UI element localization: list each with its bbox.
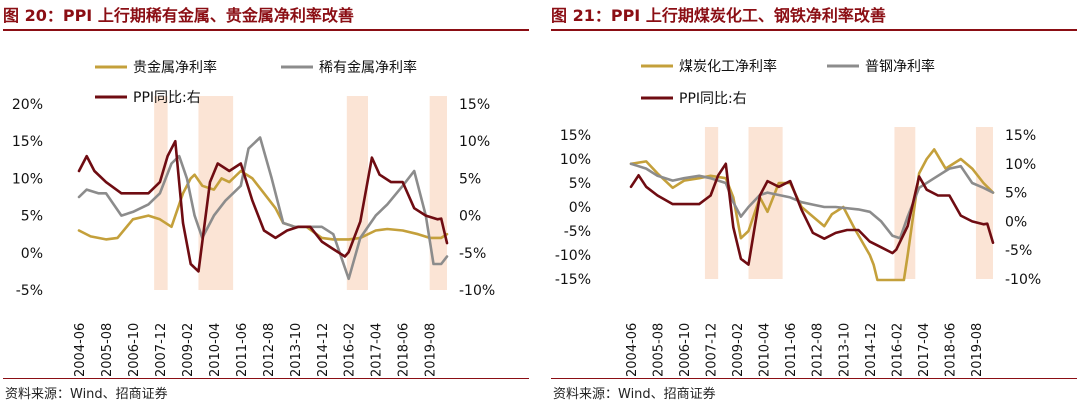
source-note: 资料来源：Wind、招商证券 — [5, 387, 168, 402]
x-axis-tick-label: 2005-08 — [100, 323, 115, 376]
chart-left-svg: 20% 15% 10% 5% 0% -5% 15% 10% 5% 0% -5% -10% 2004-06… — [12, 59, 495, 376]
x-axis-tick-label: 2010-04 — [208, 323, 223, 376]
x-axis-tick-label: 2009-02 — [181, 323, 196, 376]
series-line — [77, 169, 449, 241]
x-axis-tick-label: 2013-10 — [837, 323, 852, 376]
x-axis-tick-label: 2011-06 — [784, 323, 799, 376]
left-axis-tick-label: 10% — [560, 152, 591, 168]
series-line — [77, 139, 449, 273]
left-axis-tick-label: 15% — [560, 128, 591, 144]
series-line — [629, 148, 995, 282]
x-axis-tick-label: 2019-08 — [424, 323, 439, 376]
shaded-period — [748, 127, 783, 279]
right-axis-tick-label: -10% — [1005, 272, 1041, 288]
x-axis-tick-label: 2016-02 — [343, 323, 358, 376]
legend-label: PPI同比:右 — [679, 91, 747, 107]
source-rule — [551, 378, 1077, 379]
chart-title: 图 21：PPI 上行期煤炭化工、钢铁净利率改善 — [551, 6, 886, 25]
x-axis-tick-label: 2012-08 — [811, 323, 826, 376]
right-axis-tick-label: -5% — [1005, 243, 1032, 259]
legend-label: 普钢净利率 — [865, 58, 935, 75]
left-axis-tick-label: 5% — [21, 209, 43, 225]
right-axis-tick-label: 5% — [1005, 186, 1027, 202]
series-line — [77, 136, 449, 281]
right-axis-tick-label: 15% — [459, 97, 490, 113]
right-axis-tick-label: -5% — [459, 246, 486, 262]
series-line — [629, 162, 995, 240]
shaded-period — [704, 127, 719, 279]
x-axis-tick-label: 2007-12 — [705, 323, 720, 376]
x-axis-tick-label: 2014-12 — [864, 323, 879, 376]
left-axis-tick-label: 5% — [569, 176, 591, 192]
left-axis-tick-label: -5% — [564, 224, 591, 240]
x-axis-tick-label: 2010-04 — [758, 323, 773, 376]
title-rule — [551, 29, 1077, 31]
left-axis-tick-label: 15% — [12, 134, 43, 150]
x-axis-tick-label: 2013-10 — [289, 323, 304, 376]
title-rule — [3, 29, 529, 31]
right-axis-tick-label: 5% — [459, 171, 481, 187]
x-axis-tick-label: 2018-06 — [397, 323, 412, 376]
right-axis-tick-label: 10% — [1005, 157, 1036, 173]
x-axis-tick-label: 2019-08 — [970, 323, 985, 376]
chart-panel-right: 图 21：PPI 上行期煤炭化工、钢铁净利率改善 15% 10% 5% 0% -5% -1… — [551, 0, 1077, 408]
left-axis-tick-label: -15% — [555, 272, 591, 288]
x-axis-tick-label: 2006-10 — [678, 323, 693, 376]
left-axis-tick-label: 0% — [569, 200, 591, 216]
x-axis-tick-label: 2005-08 — [652, 323, 667, 376]
chart-panel-left: 图 20：PPI 上行期稀有金属、贵金属净利率改善 20% 15% 10% 5% 0% -… — [3, 0, 529, 408]
x-axis-tick-label: 2004-06 — [73, 323, 88, 376]
right-axis-tick-label: -10% — [459, 283, 495, 299]
x-axis-tick-label: 2011-06 — [235, 323, 250, 376]
shaded-period — [975, 127, 993, 279]
x-axis-tick-label: 2007-12 — [154, 323, 169, 376]
x-axis-tick-label: 2004-06 — [625, 323, 640, 376]
chart-right-svg: 15% 10% 5% 0% -5% -10% -15% 15% 10% 5% 0% -5% -10% 20… — [555, 58, 1041, 376]
left-axis-tick-label: 20% — [12, 97, 43, 113]
series-line — [629, 162, 995, 266]
source-note: 资料来源：Wind、招商证券 — [553, 387, 716, 402]
shaded-period — [198, 96, 234, 290]
right-axis-tick-label: 15% — [1005, 128, 1036, 144]
x-axis-tick-label: 2016-02 — [890, 323, 905, 376]
left-axis-tick-label: 0% — [21, 246, 43, 262]
left-axis-tick-label: -10% — [555, 248, 591, 264]
shaded-period — [429, 96, 447, 290]
legend-label: 贵金属净利率 — [133, 59, 217, 76]
x-axis-tick-label: 2012-08 — [262, 323, 277, 376]
right-axis-tick-label: 10% — [459, 134, 490, 150]
x-axis-tick-label: 2017-04 — [370, 323, 385, 376]
legend-label: 煤炭化工净利率 — [679, 58, 777, 75]
legend-label: PPI同比:右 — [133, 90, 201, 106]
right-axis-tick-label: 0% — [1005, 214, 1027, 230]
legend-label: 稀有金属净利率 — [319, 59, 417, 76]
right-axis-tick-label: 0% — [459, 209, 481, 225]
x-axis-tick-label: 2018-06 — [943, 323, 958, 376]
x-axis-tick-label: 2014-12 — [316, 323, 331, 376]
x-axis-tick-label: 2009-02 — [731, 323, 746, 376]
left-axis-tick-label: -5% — [16, 283, 43, 299]
left-axis-tick-label: 10% — [12, 171, 43, 187]
source-rule — [3, 378, 529, 379]
x-axis-tick-label: 2017-04 — [917, 323, 932, 376]
chart-title: 图 20：PPI 上行期稀有金属、贵金属净利率改善 — [3, 6, 354, 25]
x-axis-tick-label: 2006-10 — [127, 323, 142, 376]
